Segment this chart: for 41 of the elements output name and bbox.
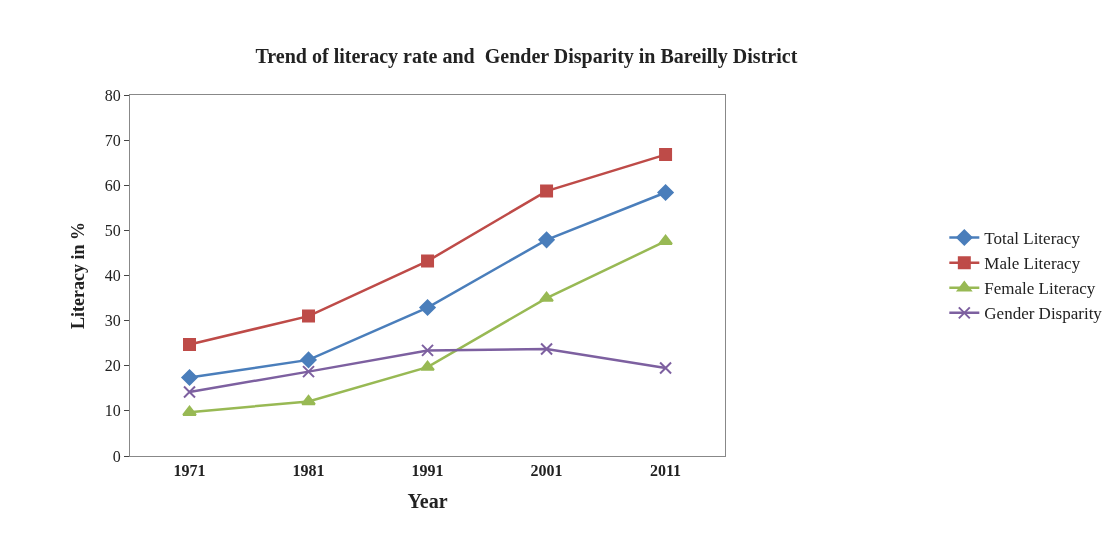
point (182, 405, 197, 416)
x-tick-label: 2001 (530, 462, 563, 480)
point (421, 343, 435, 357)
point (302, 365, 316, 379)
point (540, 342, 554, 356)
point (538, 231, 555, 248)
y-tick-label: 20 (104, 357, 121, 375)
point (301, 394, 316, 406)
point (539, 291, 554, 302)
point (420, 360, 435, 371)
y-tick-label: 60 (104, 176, 121, 194)
y-tick-label: 30 (104, 312, 121, 330)
legend-label: Female Literacy (984, 279, 1096, 299)
x-tick-label: 1991 (411, 462, 444, 480)
point (658, 234, 673, 245)
y-tick-label: 50 (104, 221, 121, 239)
x-axis-title: Year (407, 489, 448, 512)
y-tick-label: 10 (104, 402, 121, 420)
y-tick-label: 0 (112, 447, 121, 465)
point (419, 299, 436, 316)
legend-label: Total Literacy (984, 229, 1081, 249)
y-axis-title: Literacy in % (68, 222, 88, 329)
point (659, 148, 673, 162)
x-tick-label: 2011 (650, 462, 682, 480)
point (659, 361, 673, 375)
point (302, 309, 316, 323)
legend-label: Male Literacy (984, 254, 1081, 274)
x-tick-label: 1981 (292, 462, 325, 480)
point (183, 385, 197, 399)
point (421, 254, 435, 268)
chart-title: Trend of literacy rate and Gender Disparity in Bareilly District (255, 44, 798, 68)
y-tick-label: 70 (104, 131, 121, 149)
point (540, 184, 554, 198)
y-tick-label: 40 (104, 267, 121, 285)
x-tick-label: 1971 (173, 462, 206, 480)
point (657, 184, 674, 201)
point (183, 338, 197, 352)
point (300, 351, 317, 369)
point (181, 369, 198, 386)
legend-label: Gender Disparity (984, 304, 1103, 324)
y-tick-label: 80 (104, 86, 121, 104)
